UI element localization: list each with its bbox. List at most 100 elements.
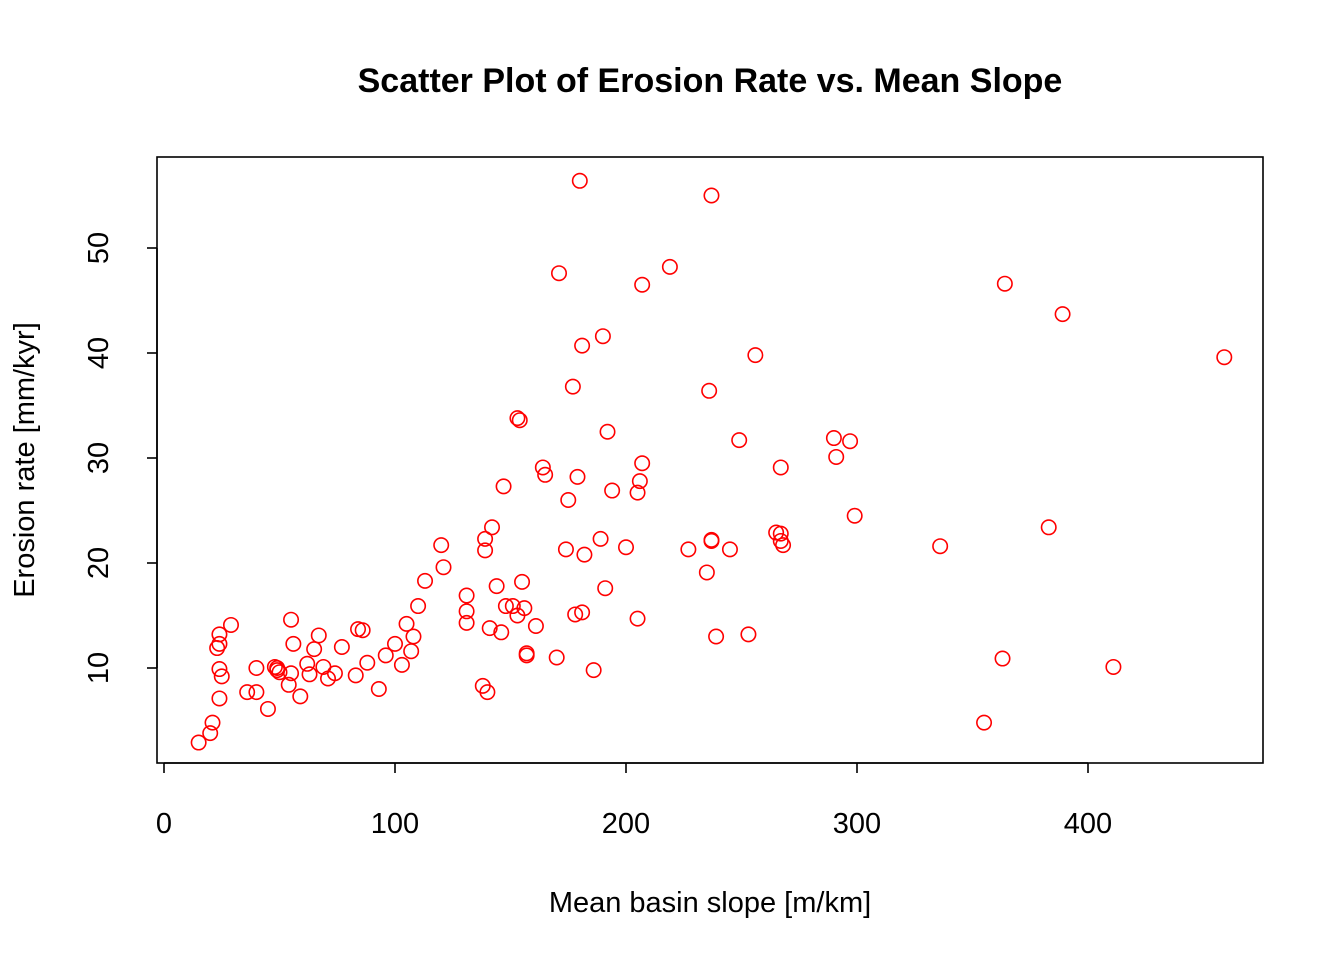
- data-point: [574, 337, 591, 354]
- data-point: [306, 641, 323, 658]
- data-point: [271, 664, 288, 681]
- data-point: [477, 530, 494, 547]
- data-point: [527, 617, 544, 634]
- data-point: [772, 525, 789, 542]
- data-point: [629, 484, 646, 501]
- data-point: [516, 600, 533, 617]
- data-point: [347, 667, 364, 684]
- data-point: [477, 542, 494, 559]
- data-point: [211, 635, 228, 652]
- data-point: [514, 573, 531, 590]
- data-point: [842, 433, 859, 450]
- data-point: [301, 666, 318, 683]
- data-point: [435, 559, 452, 576]
- data-point: [359, 654, 376, 671]
- data-point: [703, 187, 720, 204]
- data-point: [410, 598, 427, 615]
- data-point: [398, 615, 415, 632]
- data-point: [701, 382, 718, 399]
- data-point: [333, 638, 350, 655]
- data-point: [202, 725, 219, 742]
- data-point: [497, 598, 514, 615]
- data-point: [634, 455, 651, 472]
- y-tick-label: 40: [83, 337, 115, 369]
- data-point: [239, 684, 256, 701]
- data-point: [996, 275, 1013, 292]
- data-point: [629, 610, 646, 627]
- y-tick-label: 20: [83, 547, 115, 579]
- data-point: [1216, 349, 1233, 366]
- x-tick-label: 400: [1064, 808, 1112, 840]
- data-point: [698, 564, 715, 581]
- data-point: [248, 684, 265, 701]
- data-point: [299, 655, 316, 672]
- data-points: [190, 172, 1233, 751]
- data-point: [576, 546, 593, 563]
- data-point: [211, 661, 228, 678]
- data-point: [481, 620, 498, 637]
- data-point: [731, 432, 748, 449]
- data-point: [292, 688, 309, 705]
- data-point: [386, 635, 403, 652]
- data-point: [204, 714, 221, 731]
- data-point: [592, 530, 609, 547]
- data-point: [280, 676, 297, 693]
- data-point: [597, 580, 614, 597]
- data-point: [634, 276, 651, 293]
- data-point: [585, 662, 602, 679]
- data-point: [775, 537, 792, 554]
- data-point: [310, 627, 327, 644]
- data-point: [557, 541, 574, 558]
- data-point: [354, 622, 371, 639]
- data-point: [571, 172, 588, 189]
- data-point: [661, 258, 678, 275]
- data-point: [190, 734, 207, 751]
- data-point: [548, 649, 565, 666]
- data-point: [222, 616, 239, 633]
- data-point: [433, 537, 450, 554]
- x-tick-label: 300: [833, 808, 881, 840]
- data-point: [631, 473, 648, 490]
- y-tick-label: 50: [83, 232, 115, 264]
- data-point: [393, 656, 410, 673]
- data-point: [479, 684, 496, 701]
- data-point: [370, 680, 387, 697]
- data-point: [708, 628, 725, 645]
- data-point: [213, 668, 230, 685]
- data-point: [846, 507, 863, 524]
- data-point: [599, 423, 616, 440]
- data-point: [283, 611, 300, 628]
- y-tick-label: 30: [83, 442, 115, 474]
- data-point: [458, 614, 475, 631]
- x-tick-label: 100: [371, 808, 419, 840]
- data-point: [740, 626, 757, 643]
- data-point: [994, 650, 1011, 667]
- data-point: [285, 635, 302, 652]
- data-point: [248, 659, 265, 676]
- y-tick-label: 10: [83, 652, 115, 684]
- data-point: [567, 606, 584, 623]
- data-point: [932, 538, 949, 555]
- data-point: [1040, 519, 1057, 536]
- data-point: [511, 412, 528, 429]
- data-point: [495, 478, 512, 495]
- data-point: [560, 491, 577, 508]
- data-point: [283, 665, 300, 682]
- data-point: [405, 628, 422, 645]
- data-point: [828, 448, 845, 465]
- data-point: [458, 587, 475, 604]
- data-point: [493, 624, 510, 641]
- x-tick-label: 200: [602, 808, 650, 840]
- chart-title: Scatter Plot of Erosion Rate vs. Mean Sl…: [358, 62, 1063, 100]
- data-point: [1105, 658, 1122, 675]
- plot-frame: [156, 156, 1264, 764]
- y-axis: 10 20 30 40 50: [83, 232, 158, 684]
- data-point: [488, 578, 505, 595]
- data-point: [976, 714, 993, 731]
- data-point: [594, 328, 611, 345]
- data-point: [504, 598, 521, 615]
- data-point: [458, 603, 475, 620]
- data-point: [703, 531, 720, 548]
- data-point: [721, 541, 738, 558]
- data-point: [574, 604, 591, 621]
